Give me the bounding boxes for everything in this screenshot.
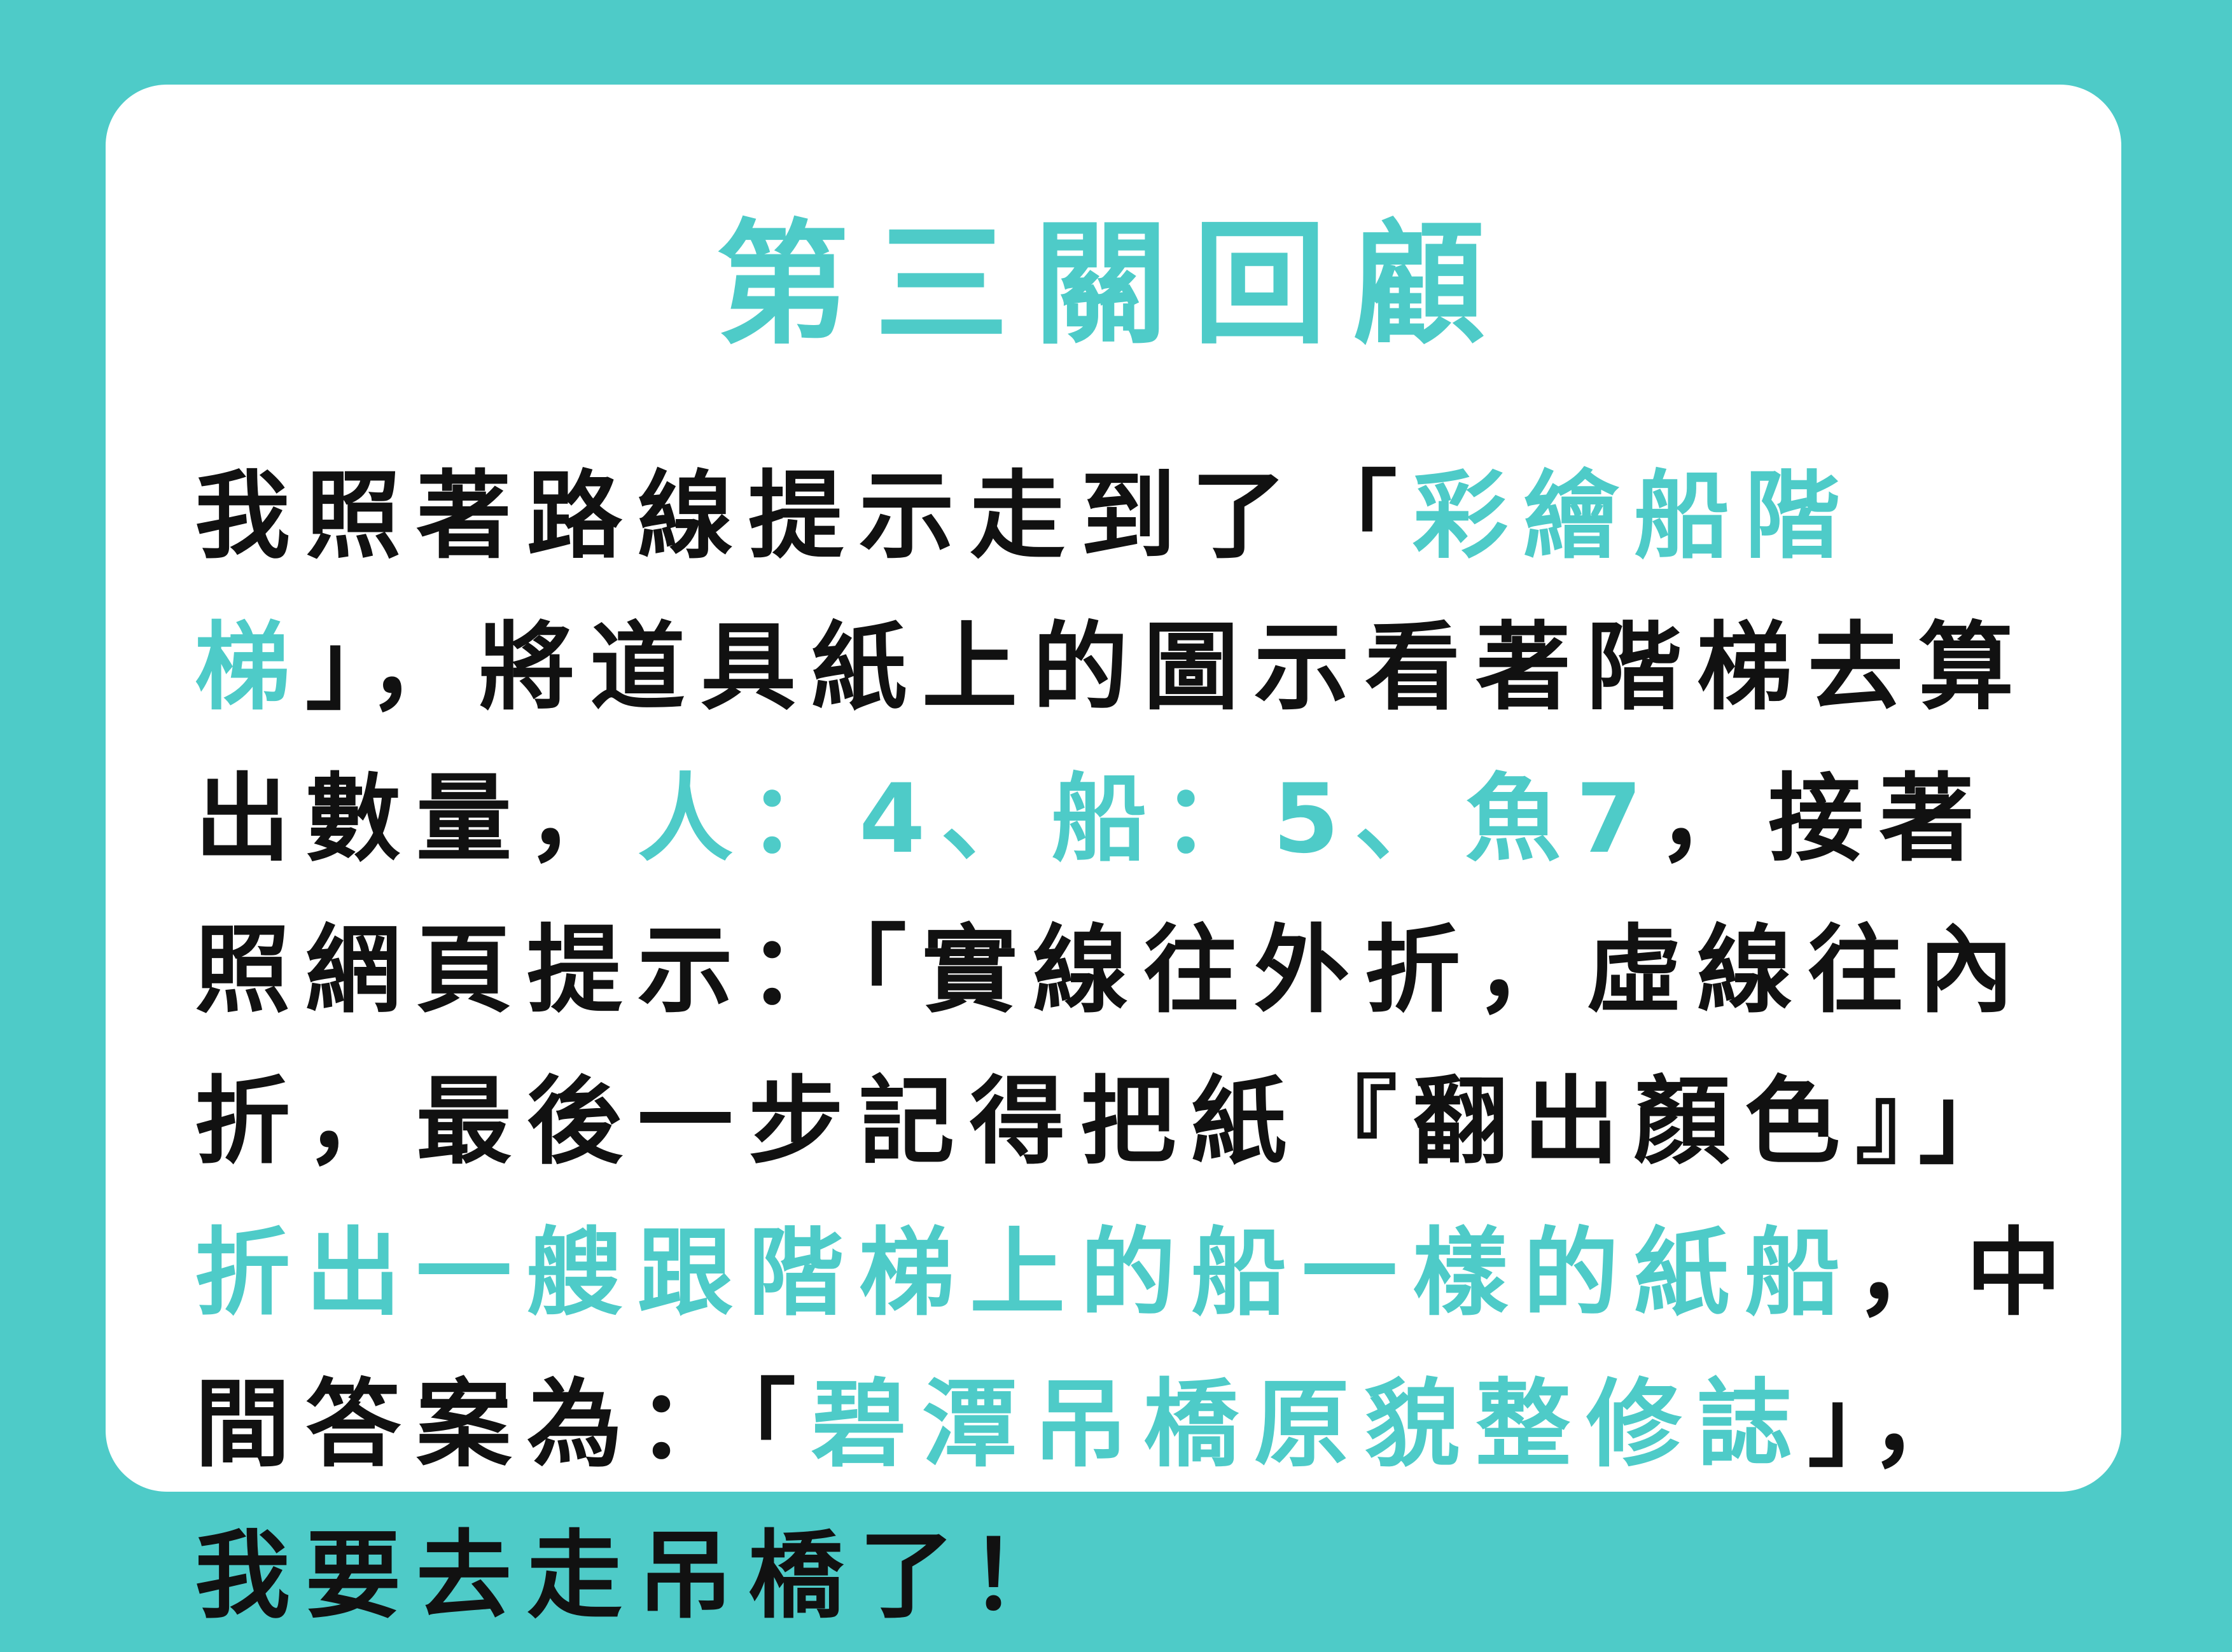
highlight-segment: 彩繪船階梯: [195, 461, 1856, 723]
recap-paragraph: 我照著路線提示走到了「彩繪船階梯」，將道具紙上的圖示看著階梯去算出數量，人：4、…: [195, 441, 2078, 1632]
highlight-segment: 折出一艘跟階梯上的船一樣的紙船: [195, 1218, 1856, 1329]
text-segment: 我照著路線提示走到了「: [195, 461, 1413, 572]
highlight-segment: 碧潭吊橋原貌整修誌: [811, 1370, 1808, 1480]
content-card: 第三關回顧 我照著路線提示走到了「彩繪船階梯」，將道具紙上的圖示看著階梯去算出數…: [106, 85, 2121, 1632]
text-segment: ，中間答案為：「: [195, 1218, 2077, 1480]
highlight-segment: 人：4、船：5、魚7: [638, 764, 1658, 875]
page-title: 第三關回顧: [715, 207, 1511, 363]
text-segment: ，接著照網頁提示：「實線往外折，虛線往內折，最後一步記得把紙『翻出顏色』」: [195, 764, 2030, 1177]
text-segment: 」，將道具紙上的圖示看著階梯去算出數量，: [195, 613, 2030, 875]
